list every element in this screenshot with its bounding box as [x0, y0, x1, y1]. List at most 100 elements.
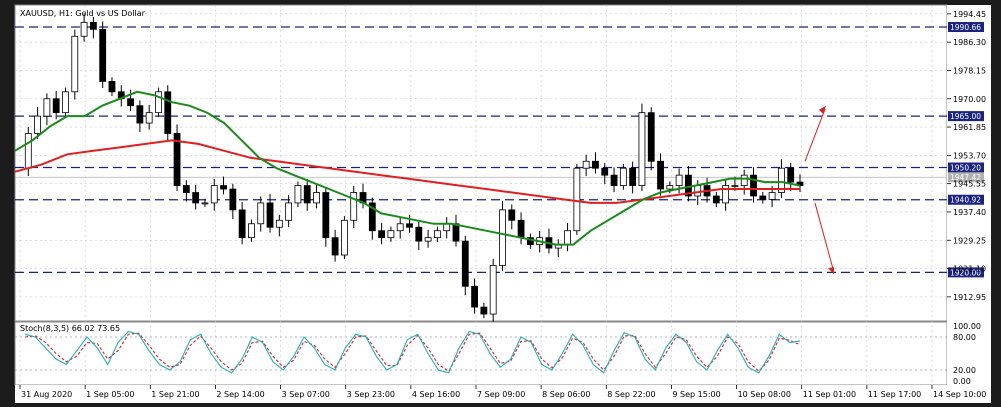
candle-body: [368, 202, 376, 232]
candle-body: [89, 21, 97, 30]
candle-body: [99, 28, 107, 82]
x-tick-label: 3 Sep 23:00: [347, 390, 395, 399]
candle-body: [192, 192, 200, 204]
level-label-bg: [948, 162, 984, 173]
candle-body: [24, 133, 32, 169]
candle-body: [43, 98, 51, 117]
stoch-tick-label: 100.00: [953, 322, 981, 331]
level-label: 1950.20: [950, 164, 981, 173]
moving-averages: [14, 90, 801, 246]
candle-body: [275, 219, 283, 228]
candle-body: [499, 209, 506, 266]
candle-body: [564, 230, 571, 246]
candle-body: [145, 112, 153, 124]
candle-body: [461, 240, 469, 287]
candle-body: [675, 174, 683, 186]
x-tick-label: 8 Sep 06:00: [542, 390, 590, 399]
candle-body: [592, 160, 599, 169]
stoch-tick-label: 0.00: [953, 377, 971, 386]
candle-body: [387, 230, 395, 239]
time-axis-labels: 31 Aug 2020 1 Sep 05:00 1 Sep 21:00 2 Sep 1…: [19, 385, 986, 399]
down-arrow-head: [828, 267, 834, 275]
x-tick-label: 11 Sep 01:00: [803, 390, 856, 399]
level-label-bg: [948, 111, 984, 122]
x-tick-label: 10 Sep 08:00: [738, 390, 791, 399]
level-label: 1990.66: [950, 23, 981, 32]
candle-body: [210, 185, 218, 204]
candle-body: [443, 223, 451, 232]
x-tick-label: 9 Sep 15:00: [672, 390, 720, 399]
candle-body: [266, 202, 274, 228]
candle-body: [657, 160, 664, 190]
x-tick-label: 1 Sep 21:00: [151, 390, 199, 399]
level-label: 1940.92: [950, 196, 981, 205]
candle-body: [341, 219, 348, 256]
candle-body: [582, 160, 590, 169]
y-tick-label: 1912.95: [953, 293, 986, 302]
candle-body: [331, 237, 339, 256]
stochastic-panel[interactable]: [14, 321, 948, 386]
candle-body: [396, 223, 404, 232]
bid-label-bg: [948, 172, 984, 183]
candle-body: [610, 174, 618, 186]
y-tick-label: 1986.30: [953, 38, 986, 47]
candle-body: [480, 306, 488, 315]
candle-body: [136, 105, 144, 124]
candle-body: [415, 226, 423, 242]
candle-body: [248, 223, 255, 239]
price-axis-labels: 1994.45 1986.30 1978.15 1970.00 1961.85 1953.…: [947, 10, 986, 302]
candle-body: [517, 219, 525, 239]
candle-body: [768, 192, 776, 200]
level-label: 1965.00: [950, 112, 981, 121]
level-label-bg: [948, 267, 984, 278]
candle-body: [52, 98, 60, 114]
up-arrow-icon: [804, 108, 826, 162]
time-axis: [15, 385, 991, 403]
oscillator-title: Stoch(8,3,5) 66.02 73.65: [20, 324, 120, 333]
ma-fast-line: [14, 90, 801, 246]
candle-body: [666, 185, 674, 190]
candle-body: [164, 91, 172, 134]
y-tick-label: 1937.40: [953, 208, 986, 217]
y-tick-label: 1961.85: [953, 123, 986, 132]
candle-body: [722, 185, 730, 204]
candle-body: [238, 209, 246, 239]
x-tick-label: 2 Sep 14:00: [216, 390, 264, 399]
x-tick-label: 7 Sep 09:00: [477, 390, 525, 399]
y-tick-label: 1945.55: [953, 180, 986, 189]
x-tick-label: 14 Sep 10:00: [933, 390, 986, 399]
candle-body: [638, 112, 646, 186]
x-tick-label: 4 Sep 16:00: [412, 390, 460, 399]
candle-body: [350, 192, 358, 221]
candle-body: [740, 174, 748, 186]
candle-body: [173, 133, 181, 186]
up-arrow-head: [819, 105, 826, 114]
candle-body: [619, 167, 627, 186]
candle-body: [573, 167, 581, 232]
candle-body: [787, 167, 795, 183]
forecast-arrows: [804, 105, 834, 275]
candle-body: [127, 98, 134, 107]
candle-body: [34, 115, 41, 134]
stochastic-lines: 100.00 80.00 20.00 0.00: [15, 322, 981, 386]
y-tick-label: 1994.45: [953, 10, 986, 19]
stoch-tick-label: 80.00: [953, 333, 976, 342]
candle-body: [62, 91, 69, 114]
candle-body: [694, 185, 702, 197]
candle-body: [294, 185, 302, 204]
ma-slow-line: [14, 139, 800, 204]
x-tick-label: 31 Aug 2020: [21, 390, 72, 399]
x-tick-label: 3 Sep 07:00: [282, 390, 330, 399]
candle-body: [601, 167, 609, 176]
candle-body: [731, 185, 739, 187]
candle-body: [433, 230, 441, 239]
candle-body: [257, 202, 265, 225]
stoch-main-line: [24, 330, 801, 374]
candle-body: [322, 192, 330, 239]
stoch-signal-line: [24, 332, 801, 372]
level-label: 1920.00: [950, 268, 981, 277]
candle-body: [424, 237, 432, 242]
candlesticks: [24, 13, 804, 322]
price-panel[interactable]: [14, 4, 948, 322]
